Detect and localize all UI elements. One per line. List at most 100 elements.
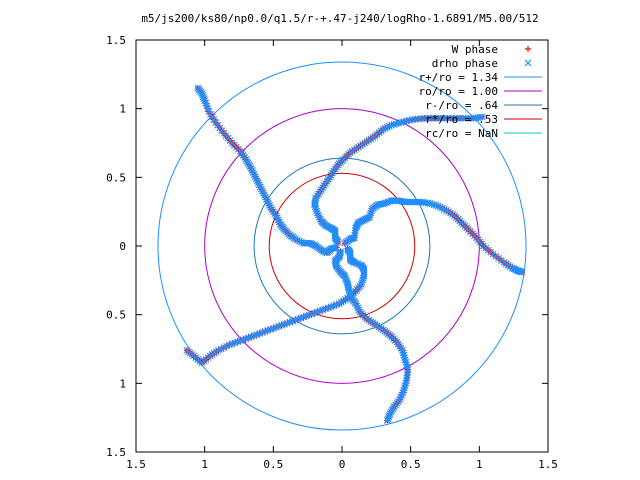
y-tick-label-4: 0.5 (106, 171, 126, 184)
point-s1-a2-56 (258, 187, 266, 195)
point-s1-a0-61 (428, 200, 436, 208)
point-s1-a3-28 (345, 286, 353, 294)
point-s1-a1-73 (381, 124, 389, 132)
point-s1-a2-48 (267, 204, 275, 211)
point-s1-a2-24 (300, 239, 307, 247)
point-s1-a2-52 (263, 195, 270, 203)
point-s1-a3-76 (403, 377, 410, 385)
point-s1-a4-100 (183, 346, 191, 354)
legend-label-2: r+/ro = 1.34 (419, 71, 499, 84)
y-tick-label-1: 1 (119, 377, 126, 390)
point-s1-a2-60 (254, 179, 262, 187)
point-s1-a1-72 (379, 125, 387, 133)
point-s1-a2-27 (293, 236, 301, 244)
x-tick-label-2: 0.5 (263, 458, 283, 471)
point-s1-a1-96 (447, 114, 454, 122)
point-s1-a1-100 (459, 114, 467, 122)
point-s1-a3-73 (404, 368, 412, 376)
point-s1-a3-78 (401, 381, 409, 389)
point-s1-a1-31 (312, 196, 319, 204)
y-tick-label-5: 1 (119, 103, 126, 116)
point-s1-a3-96 (383, 416, 391, 424)
y-tick-label-2: 0.5 (106, 309, 126, 322)
point-s1-a1-78 (392, 120, 400, 128)
circle-3 (268, 172, 416, 320)
point-s1-a2-67 (247, 164, 255, 172)
point-s1-a2-64 (250, 171, 258, 179)
point-s1-a1-21 (316, 215, 324, 223)
point-s1-a2-58 (256, 183, 264, 191)
point-s1-a1-98 (453, 114, 461, 122)
y-tick-label-3: 0 (119, 240, 126, 253)
point-s1-a2-66 (248, 167, 256, 174)
point-s1-a3-39 (355, 306, 363, 314)
point-s1-a1-102 (464, 114, 472, 122)
point-s1-a2-55 (259, 189, 267, 197)
reference-circles (157, 61, 527, 431)
point-s1-a3-67 (401, 354, 408, 362)
point-s1-a1-99 (456, 114, 464, 122)
point-s1-a3-36 (352, 300, 360, 308)
point-s1-a2-59 (255, 181, 263, 189)
x-tick-label-6: 1.5 (538, 458, 558, 471)
point-s1-a0-67 (440, 205, 448, 213)
x-tick-label-1: 1 (201, 458, 208, 471)
point-s1-a0-66 (438, 204, 446, 212)
point-s1-a1-25 (313, 207, 321, 215)
point-s1-a0-60 (426, 200, 434, 207)
point-s1-a2-54 (260, 191, 268, 199)
point-s1-a2-25 (298, 238, 305, 246)
y-tick-label-6: 1.5 (106, 34, 126, 47)
data-points (183, 84, 526, 424)
point-s1-a2-62 (252, 175, 260, 183)
legend-marker-1 (524, 59, 532, 67)
point-s1-a4-25 (359, 274, 367, 282)
axis-ticks: 1.5 1 0.5 0 0.5 1 1.51.510.500.511.5 (106, 34, 558, 471)
x-tick-label-0: 1.5 (126, 458, 146, 471)
point-s1-a1-26 (312, 205, 320, 213)
legend-label-5: r*/ro = .53 (425, 113, 498, 126)
point-s1-a2-49 (266, 202, 273, 209)
point-s1-a3-69 (402, 358, 410, 366)
y-tick-label-0: 1.5 (106, 446, 126, 459)
point-s1-a1-101 (462, 114, 470, 122)
point-s1-a1-107 (476, 113, 484, 121)
point-s1-a1-97 (450, 114, 458, 122)
point-s1-a3-66 (400, 351, 408, 359)
point-s1-a1-92 (434, 114, 442, 122)
point-s1-a2-53 (262, 193, 269, 201)
x-tick-label-4: 0.5 (401, 458, 421, 471)
point-s1-a1-24 (313, 209, 321, 217)
circle-0 (157, 61, 527, 431)
legend-label-3: ro/ro = 1.00 (419, 85, 498, 98)
series-1 (183, 84, 526, 424)
point-s1-a0-64 (434, 202, 442, 210)
x-tick-label-5: 1 (476, 458, 483, 471)
point-s1-a3-95 (384, 415, 392, 423)
point-s1-a2-41 (275, 218, 283, 226)
point-s1-a4-24 (360, 272, 368, 280)
point-s1-a2-42 (274, 216, 282, 224)
chart-title: m5/js200/ks80/np0.0/q1.5/r-+.47-j240/log… (141, 12, 538, 25)
point-s1-a0-108 (518, 268, 526, 276)
point-s1-a3-75 (403, 374, 411, 382)
point-s1-a1-23 (314, 211, 322, 219)
point-s1-a4-26 (359, 276, 367, 284)
point-s1-a2-51 (264, 197, 271, 205)
point-s1-a0-63 (432, 202, 440, 209)
point-s1-a0-26 (367, 209, 375, 217)
point-s1-a2-61 (253, 177, 261, 185)
point-s1-a2-57 (257, 185, 265, 193)
point-s1-a4-27 (358, 278, 366, 286)
point-s1-a2-50 (265, 200, 272, 207)
point-s1-a2-43 (273, 214, 281, 222)
point-s1-a3-74 (403, 371, 411, 379)
point-s1-a0-65 (436, 203, 444, 211)
point-s1-a0-62 (430, 201, 438, 209)
point-s1-a2-104 (194, 84, 202, 92)
legend-label-4: r-/ro = .64 (425, 99, 498, 112)
point-s1-a1-79 (395, 119, 403, 127)
point-s1-a1-20 (317, 217, 325, 225)
